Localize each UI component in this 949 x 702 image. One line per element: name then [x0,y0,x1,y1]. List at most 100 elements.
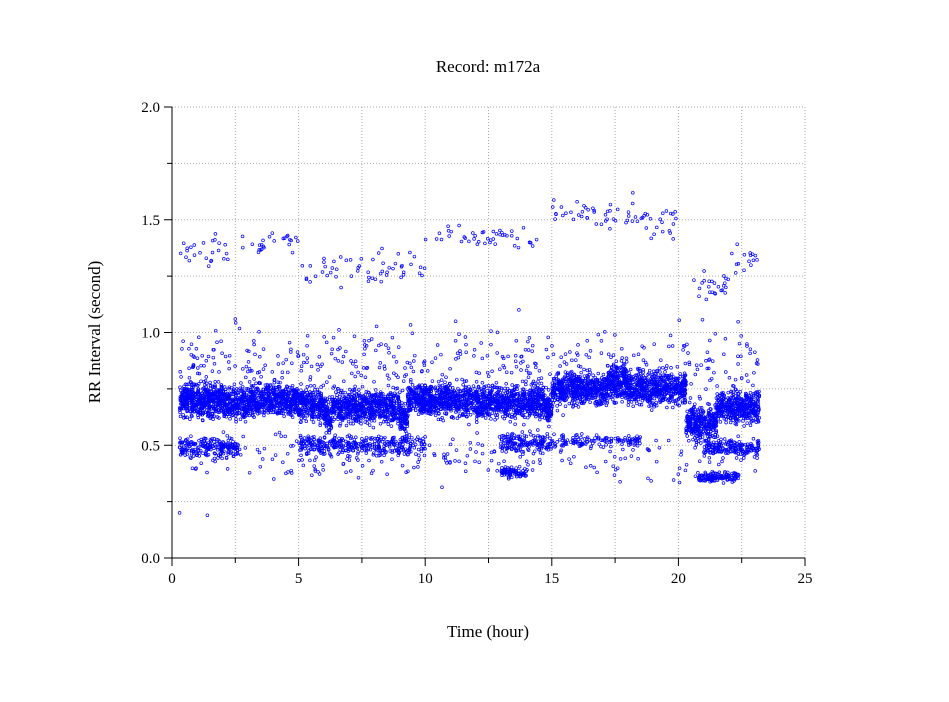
data-point-main [283,415,286,418]
data-point-main [338,395,341,398]
data-point-main [475,380,478,383]
data-point-main [627,404,630,407]
data-point-main [277,381,280,384]
data-point-main [300,417,303,420]
data-point-main [229,417,232,420]
data-point-main [537,380,540,383]
data-point-main [179,415,182,418]
data-point-main [431,380,434,383]
data-point-main [671,406,674,409]
data-point-main [475,418,478,421]
data-point-main [345,424,348,427]
data-point-main [182,413,185,416]
data-point-main [469,413,472,416]
data-point-main [327,401,330,404]
data-point-main [440,379,443,382]
data-point-main [620,360,623,363]
data-point-main [538,418,541,421]
data-point-main [511,384,514,387]
data-point-main [379,422,382,425]
data-point-main [312,421,315,424]
data-point-main [417,413,420,416]
data-point-main [200,380,203,383]
data-point-main [592,374,595,377]
data-point-main [559,403,562,406]
data-point-main [244,420,247,423]
data-point-main [305,420,308,423]
data-point-main [189,418,192,421]
data-point-main [490,418,493,421]
data-point-main [334,391,337,394]
data-point-main [300,389,303,392]
data-point-main [255,382,258,385]
data-point-main [368,424,371,427]
data-point-main [670,366,673,369]
data-point-main [597,372,600,375]
data-point-main [605,404,608,407]
data-point-main [239,418,242,421]
data-point-main [233,383,236,386]
data-point-main [522,423,525,426]
data-point-main [653,397,656,400]
data-point-main [514,423,517,426]
data-point-main [358,392,361,395]
data-point-main [313,385,316,388]
data-point-main [374,389,377,392]
data-point-main [354,385,357,388]
data-point-main [556,405,559,408]
data-point-main [564,405,567,408]
data-point-main [615,360,618,363]
data-point-main [577,406,580,409]
data-point-main [484,417,487,420]
data-point-main [325,432,328,435]
data-point-main [648,369,651,372]
data-point-main [501,415,504,418]
data-point-main [526,416,529,419]
data-point-main [387,423,390,426]
data-point-main [209,381,212,384]
data-point-main [666,406,669,409]
data-point-main [309,384,312,387]
data-point-main [524,411,527,414]
data-point-main [437,380,440,383]
data-point-main [655,401,658,404]
data-point-main [306,385,309,388]
data-point-main [481,381,484,384]
grid [172,107,805,558]
data-point-main [537,384,540,387]
data-point-main [607,353,610,356]
data-point-main [331,395,334,398]
data-point-main [640,403,643,406]
data-point-main [444,381,447,384]
data-point-main [372,426,375,429]
data-point-main [679,375,682,378]
data-point-main [679,372,682,375]
data-point-main [548,425,551,428]
data-point-main [664,371,667,374]
data-point-main [625,360,628,363]
data-point-main [509,420,512,423]
data-point-main [411,384,414,387]
data-points [178,191,760,516]
data-point-main [347,420,350,423]
data-point-main [602,373,605,376]
data-point-main [486,390,489,393]
data-point-main [456,417,459,420]
data-point-main [455,378,458,381]
data-point-main [514,417,517,420]
data-point-main [367,391,370,394]
data-point-main [475,421,478,424]
data-point-main [214,380,217,383]
data-point-main [589,401,592,404]
data-point-main [472,385,475,388]
data-point-main [540,382,543,385]
data-point-main [373,419,376,422]
data-point-main [632,405,635,408]
data-point-main [179,386,182,389]
data-point-main [650,409,653,412]
data-point-main [322,384,325,387]
data-point-main [559,365,562,368]
data-point-main [496,416,499,419]
data-point-main [583,368,586,371]
